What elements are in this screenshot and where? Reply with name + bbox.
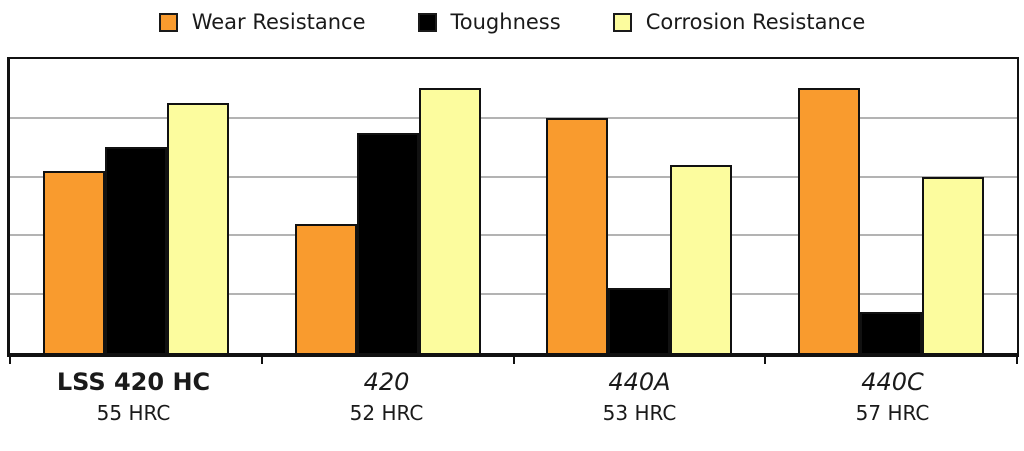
category-lss-420-hc: LSS 420 HC 55 HRC: [7, 366, 260, 428]
bar-toughness-420: [356, 132, 419, 353]
bar-group-420: [262, 59, 514, 353]
category-440c: 440C 57 HRC: [766, 366, 1019, 428]
category-hardness: 57 HRC: [855, 401, 930, 425]
bar-corrosion-resistance-440c: [922, 176, 985, 353]
legend-item-toughness: Toughness: [417, 10, 561, 34]
gridline-4: [10, 116, 1017, 119]
bar-group-440c: [765, 59, 1017, 353]
category-name: 440A: [608, 368, 671, 396]
legend-item-wear-resistance: Wear Resistance: [158, 10, 366, 34]
category-name: 420: [363, 368, 410, 396]
gridline-3: [10, 175, 1017, 178]
bar-group-440a: [514, 59, 766, 353]
toughness-swatch-icon: [417, 13, 437, 32]
bar-toughness-lss-420-hc: [104, 147, 167, 353]
bar-toughness-440a: [608, 288, 671, 353]
category-hardness: 53 HRC: [602, 401, 677, 425]
legend-label: Toughness: [450, 10, 561, 34]
axis-tick: [9, 353, 11, 364]
bar-wear-resistance-440c: [798, 88, 861, 353]
gridline-1: [10, 293, 1017, 296]
bar-groups: [10, 59, 1017, 353]
legend-item-corrosion-resistance: Corrosion Resistance: [612, 10, 866, 34]
category-hardness: 52 HRC: [349, 401, 424, 425]
bar-wear-resistance-lss-420-hc: [42, 170, 105, 353]
category-hardness: 55 HRC: [96, 401, 171, 425]
axis-tick: [260, 353, 263, 364]
x-axis-labels: LSS 420 HC 55 HRC 420 52 HRC 440A 53 HRC…: [7, 366, 1019, 428]
bar-corrosion-resistance-lss-420-hc: [166, 103, 229, 353]
corrosion-resistance-swatch-icon: [612, 13, 632, 32]
axis-tick: [1016, 353, 1018, 364]
category-name: LSS 420 HC: [56, 368, 211, 396]
axis-tick: [764, 353, 767, 364]
plot-area: [7, 57, 1019, 364]
gridline-2: [10, 234, 1017, 237]
axis-tick: [512, 353, 515, 364]
category-440a: 440A 53 HRC: [513, 366, 766, 428]
legend-label: Corrosion Resistance: [645, 10, 866, 34]
bar-toughness-440c: [860, 311, 923, 353]
chart-legend: Wear Resistance Toughness Corrosion Resi…: [0, 12, 1024, 33]
category-420: 420 52 HRC: [260, 366, 513, 428]
category-name: 440C: [861, 368, 924, 396]
wear-resistance-swatch-icon: [158, 13, 178, 32]
bar-wear-resistance-420: [294, 223, 357, 353]
plot-gridlines: [10, 59, 1017, 353]
bar-corrosion-resistance-420: [418, 88, 481, 353]
bar-corrosion-resistance-440a: [670, 164, 733, 353]
bar-group-lss-420-hc: [10, 59, 262, 353]
bar-wear-resistance-440a: [546, 117, 609, 353]
legend-label: Wear Resistance: [191, 10, 366, 34]
